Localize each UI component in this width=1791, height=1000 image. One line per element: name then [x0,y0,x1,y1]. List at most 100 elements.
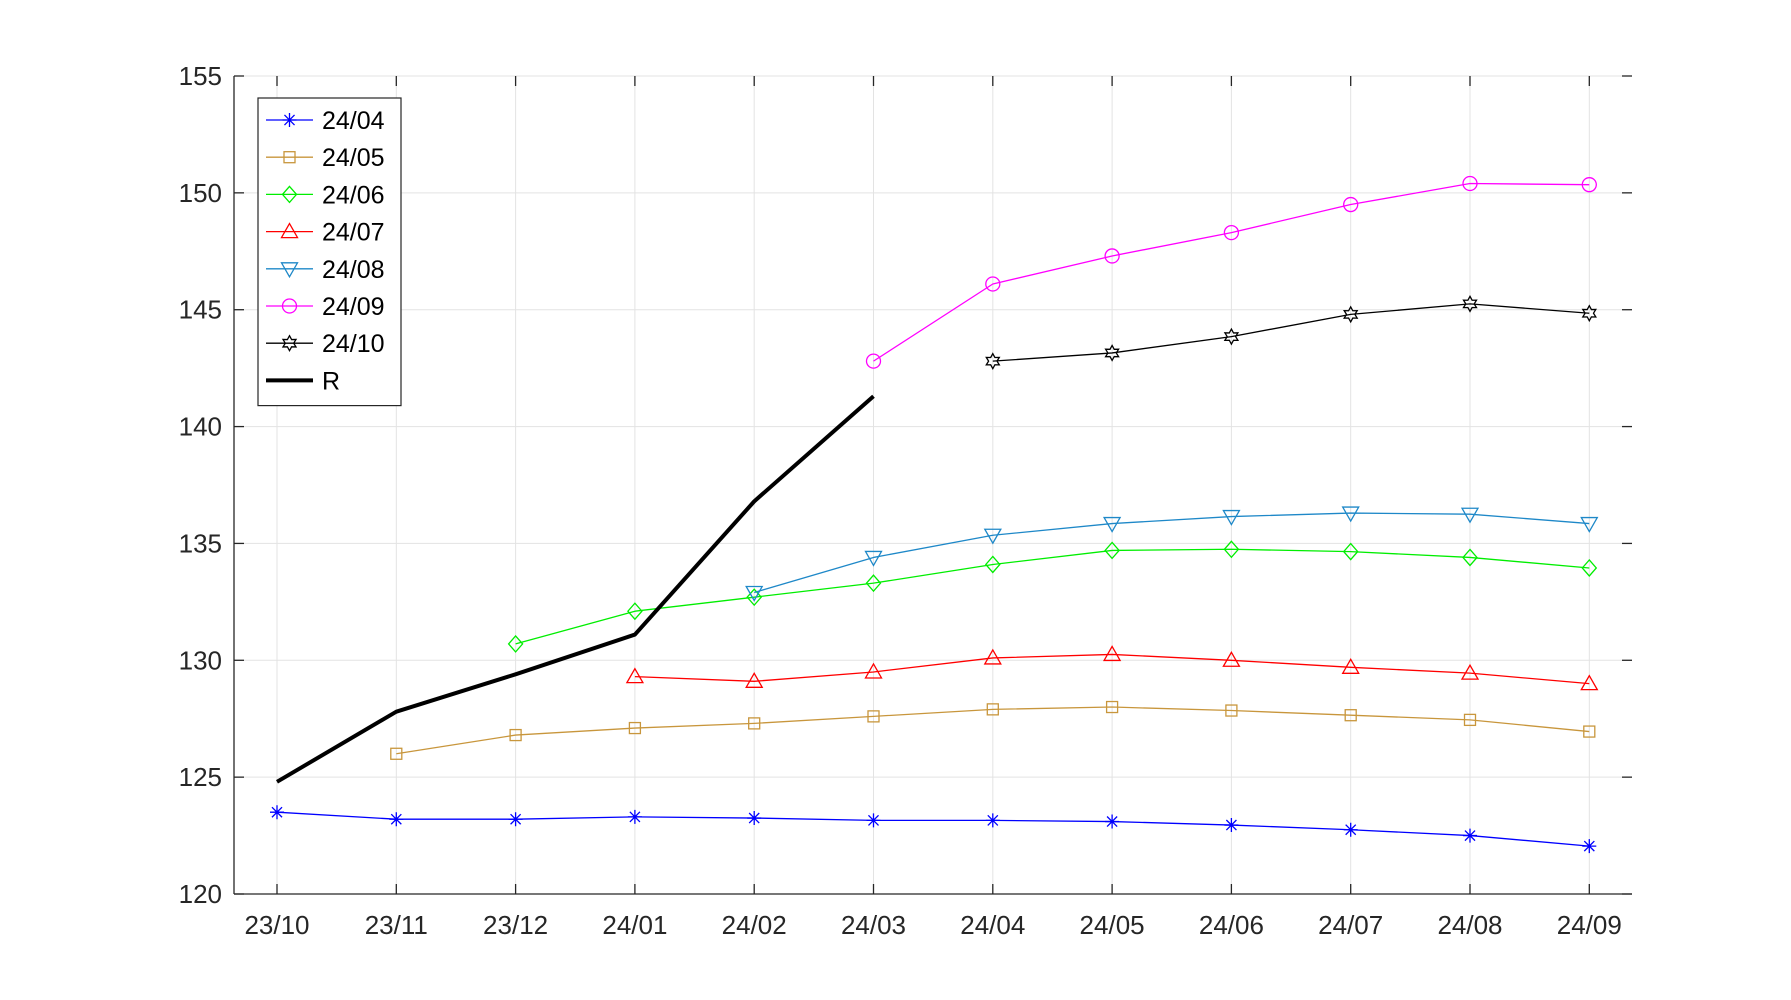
series-24-10 [985,295,1597,370]
series-line [754,512,1590,594]
series-24-05 [390,700,1596,760]
x-tick-label: 24/05 [1080,910,1145,940]
legend: 24/04 24/05 24/06 24/07 24/08 24/09 24/10 R [257,97,402,407]
y-tick-label: 155 [179,61,222,91]
data-point [865,353,882,369]
data-point [1343,822,1358,837]
axes: 23/10 23/11 23/12 24/01 24/02 24/03 24/04 24/05… [179,61,1632,940]
y-tick-label: 130 [179,645,222,675]
data-point [1463,828,1477,843]
data-point [1580,674,1599,691]
plot-area [234,76,1632,894]
data-point [984,555,1001,574]
legend-marker [283,151,296,164]
series-line [515,548,1590,645]
data-point [1225,704,1238,717]
series-line [634,653,1590,685]
series-line [873,182,1590,362]
data-point [507,634,524,653]
data-point [864,550,883,567]
data-point [746,588,763,607]
data-point [390,747,403,760]
series-24-08 [745,506,1599,602]
legend-label: 24/04 [322,107,385,135]
series-24-04 [270,805,1597,854]
data-point [1102,516,1122,533]
data-point [983,528,1002,545]
data-point [1343,196,1359,213]
data-point [983,648,1002,665]
x-tick-label: 24/08 [1437,910,1502,940]
x-tick-label: 24/03 [841,910,906,940]
series-line [992,303,1590,362]
data-point [745,585,764,602]
data-point [1462,295,1478,313]
data-point [1104,248,1120,264]
data-point [1105,700,1119,714]
data-point [1343,305,1359,324]
data-point [1222,509,1241,526]
series-R [275,394,875,784]
data-point [1341,506,1360,523]
data-point [627,809,642,824]
legend-label: 24/08 [322,256,385,284]
data-point [1104,344,1120,362]
data-point [625,667,645,684]
data-point [985,813,1000,828]
data-point [628,721,642,735]
data-point [1463,713,1477,727]
data-point [1582,839,1597,854]
data-point [1344,709,1357,722]
data-point [627,602,643,621]
data-point [748,717,761,730]
data-point [1341,657,1360,674]
legend-label: 24/10 [322,330,385,358]
data-point [270,805,284,820]
x-tick-label: 23/10 [244,910,309,940]
data-point [508,812,523,827]
legend-marker [281,185,298,204]
y-tick-label: 135 [179,528,222,558]
legend-label: 24/05 [322,144,385,172]
x-tick-label: 24/02 [722,910,787,940]
data-point [1460,507,1480,524]
y-tick-label: 145 [179,295,222,325]
series-24-09 [865,175,1597,369]
series-layer [270,175,1599,854]
data-point [1102,645,1122,662]
series-line [275,394,875,784]
data-point [747,811,762,826]
legend-marker [281,298,298,314]
legend-marker [281,334,298,353]
data-point [1222,650,1241,667]
series-24-07 [625,645,1599,691]
series-24-06 [507,540,1598,653]
data-point [867,710,880,723]
grid-lines [234,75,1632,895]
data-point [1462,175,1478,192]
data-point [1460,663,1480,680]
x-tick-label: 23/11 [365,910,428,940]
data-point [1581,177,1597,193]
data-point [864,662,883,679]
data-point [1581,304,1597,323]
x-tick-label: 24/04 [960,910,1025,940]
data-point [986,703,999,716]
data-point [1462,548,1478,567]
x-tick-label: 24/07 [1318,910,1383,940]
data-point [1224,818,1239,833]
y-tick-label: 125 [179,762,222,792]
x-tick-label: 24/09 [1557,910,1622,940]
legend-marker [282,113,297,127]
data-point [509,728,522,742]
legend-label: 24/07 [322,219,385,247]
x-tick-label: 24/06 [1199,910,1264,940]
data-point [985,276,1001,292]
series-line [396,706,1590,755]
data-point [1104,541,1120,560]
legend-label: 24/06 [322,181,385,209]
y-tick-label: 150 [179,178,222,208]
data-point [1583,725,1596,738]
data-point [865,574,882,593]
